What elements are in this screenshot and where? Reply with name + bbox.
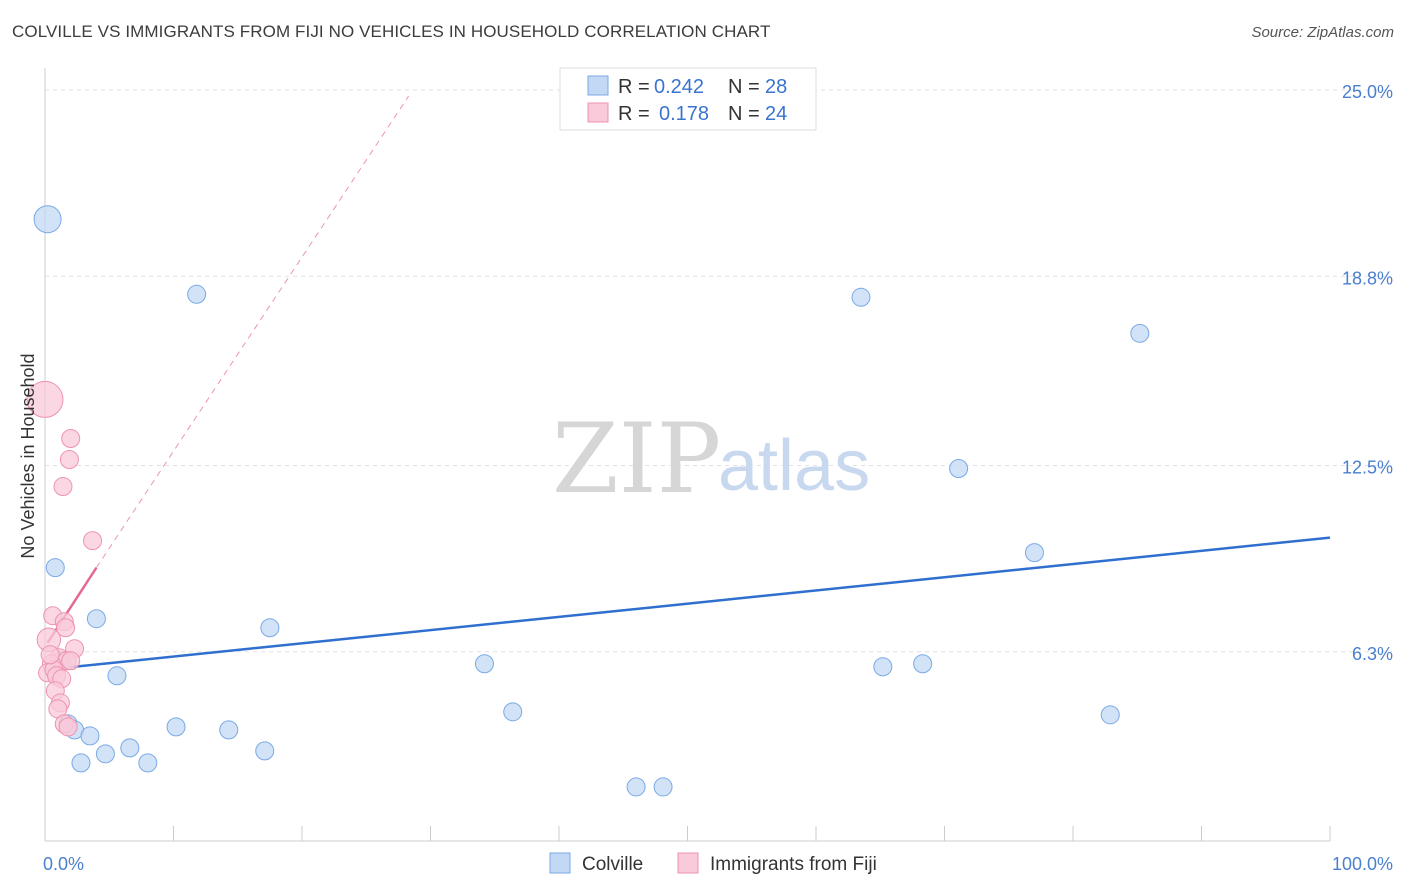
axes <box>44 68 1331 842</box>
point-colville <box>80 726 100 746</box>
legend-swatch-colville <box>587 75 609 96</box>
point-colville <box>95 744 115 764</box>
bottom-legend-fiji: Immigrants from Fiji <box>710 854 877 875</box>
point-colville <box>33 205 62 234</box>
point-colville <box>851 287 871 307</box>
point-colville <box>138 753 158 773</box>
point-colville <box>187 284 207 304</box>
legend-swatch-fiji <box>587 102 609 123</box>
point-fiji <box>58 717 78 737</box>
point-fiji <box>61 428 81 448</box>
point-colville <box>949 459 969 479</box>
point-colville <box>626 777 646 797</box>
watermark-zip: ZIP <box>552 403 721 515</box>
point-colville <box>1130 323 1150 343</box>
trend-line-colville <box>44 536 1331 672</box>
x-tick-label-max: 100.0% <box>1332 854 1393 874</box>
legend-n-fiji: 24 <box>765 103 787 125</box>
stats-legend: R = 0.242 N = 28 R = 0.178 N = 24 <box>559 67 817 131</box>
bottom-legend-swatch-colville <box>549 852 571 874</box>
point-colville <box>1024 543 1044 563</box>
point-colville <box>71 753 91 773</box>
watermark: ZIP atlas <box>552 403 870 515</box>
y-tick-label: 6.3% <box>1352 644 1393 664</box>
y-axis-label: No Vehicles in Household <box>18 353 38 558</box>
legend-r-fiji: 0.178 <box>659 103 709 125</box>
point-colville <box>474 654 494 674</box>
point-colville <box>503 702 523 722</box>
legend-n-prefix-colville: N = <box>728 76 760 98</box>
point-fiji <box>83 531 103 551</box>
legend-r-colville: 0.242 <box>654 76 704 98</box>
legend-r-prefix-fiji: R = <box>618 103 650 125</box>
bottom-legend-swatch-fiji <box>677 852 699 874</box>
series-legend: Colville Immigrants from Fiji <box>549 852 877 875</box>
point-colville <box>653 777 673 797</box>
legend-n-prefix-fiji: N = <box>728 103 760 125</box>
point-colville <box>913 654 933 674</box>
source-credit: Source: ZipAtlas.com <box>1251 24 1394 41</box>
point-colville <box>107 666 127 686</box>
point-colville <box>86 609 106 629</box>
point-colville <box>1100 705 1120 725</box>
trend-line-fiji-extension <box>95 95 410 568</box>
point-colville <box>219 720 239 740</box>
trend-lines <box>44 95 1331 672</box>
point-colville <box>260 618 280 638</box>
point-colville <box>45 558 65 578</box>
data-points <box>26 205 1150 797</box>
point-colville <box>120 738 140 758</box>
point-colville <box>166 717 186 737</box>
x-tick-label-min: 0.0% <box>43 854 84 874</box>
point-fiji <box>59 450 79 470</box>
point-fiji <box>61 651 81 671</box>
point-fiji <box>56 618 76 638</box>
legend-n-colville: 28 <box>765 76 787 98</box>
chart-title: COLVILLE VS IMMIGRANTS FROM FIJI NO VEHI… <box>12 22 771 41</box>
gridlines <box>45 89 1392 653</box>
point-colville <box>873 657 893 677</box>
point-fiji <box>26 380 64 418</box>
y-tick-label: 12.5% <box>1342 458 1393 478</box>
bottom-legend-colville: Colville <box>582 854 643 875</box>
watermark-atlas: atlas <box>718 426 870 506</box>
legend-r-prefix-colville: R = <box>618 76 650 98</box>
tick-labels: 6.3% 12.5% 18.8% 25.0% 0.0% 100.0% <box>43 82 1393 874</box>
point-fiji <box>40 645 60 665</box>
y-tick-label: 18.8% <box>1342 268 1393 288</box>
point-colville <box>255 741 275 761</box>
y-tick-label: 25.0% <box>1342 82 1393 102</box>
point-fiji <box>53 477 73 497</box>
